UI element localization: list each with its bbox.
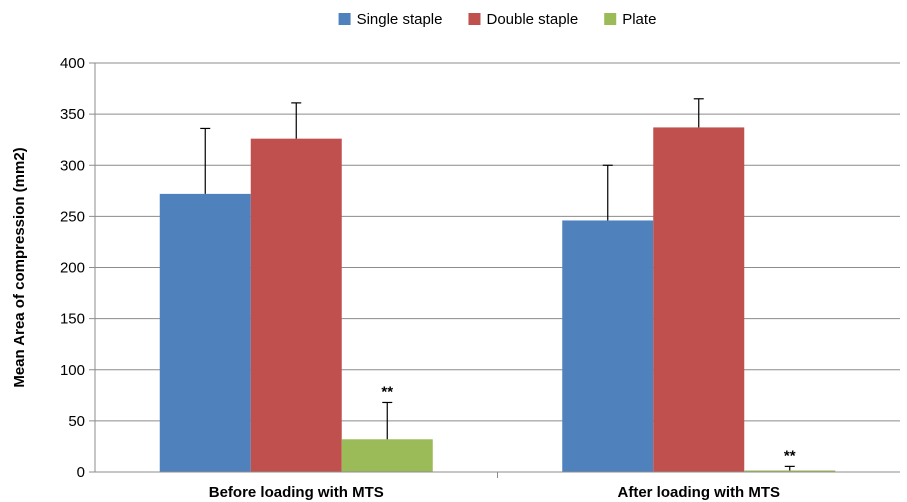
x-axis-categories: Before loading with MTS After loading wit… bbox=[209, 472, 780, 501]
annotations: ** ** bbox=[381, 383, 795, 464]
bars bbox=[159, 127, 836, 473]
legend: Single staple Double staple Plate bbox=[338, 11, 656, 28]
y-tick-label: 350 bbox=[60, 106, 85, 123]
y-tick-label: 250 bbox=[60, 208, 85, 225]
significance-annotation: ** bbox=[784, 447, 796, 464]
bar bbox=[653, 127, 745, 472]
bar bbox=[562, 220, 654, 472]
significance-annotation: ** bbox=[381, 383, 393, 400]
bar bbox=[250, 138, 342, 473]
bar bbox=[159, 193, 251, 472]
y-axis-title: Mean Area of compression (mm2) bbox=[11, 147, 28, 387]
y-tick-label: 300 bbox=[60, 157, 85, 174]
legend-swatch bbox=[604, 13, 617, 25]
legend-swatch bbox=[468, 13, 481, 25]
y-tick-label: 100 bbox=[60, 362, 85, 379]
legend-swatch bbox=[338, 13, 351, 25]
y-tick-label: 50 bbox=[68, 413, 85, 430]
x-category-label: Before loading with MTS bbox=[209, 484, 384, 501]
x-category-label: After loading with MTS bbox=[618, 484, 781, 501]
y-axis-ticks: 0 50 100 150 200 250 300 350 400 bbox=[60, 55, 95, 481]
error-bars bbox=[200, 98, 795, 471]
y-tick-label: 400 bbox=[60, 55, 85, 72]
legend-label: Plate bbox=[622, 11, 656, 28]
y-tick-label: 200 bbox=[60, 260, 85, 277]
bar bbox=[341, 439, 433, 472]
legend-label: Single staple bbox=[357, 11, 443, 28]
legend-label: Double staple bbox=[486, 11, 578, 28]
bar bbox=[744, 470, 836, 472]
y-tick-label: 150 bbox=[60, 311, 85, 328]
y-tick-label: 0 bbox=[77, 464, 85, 481]
